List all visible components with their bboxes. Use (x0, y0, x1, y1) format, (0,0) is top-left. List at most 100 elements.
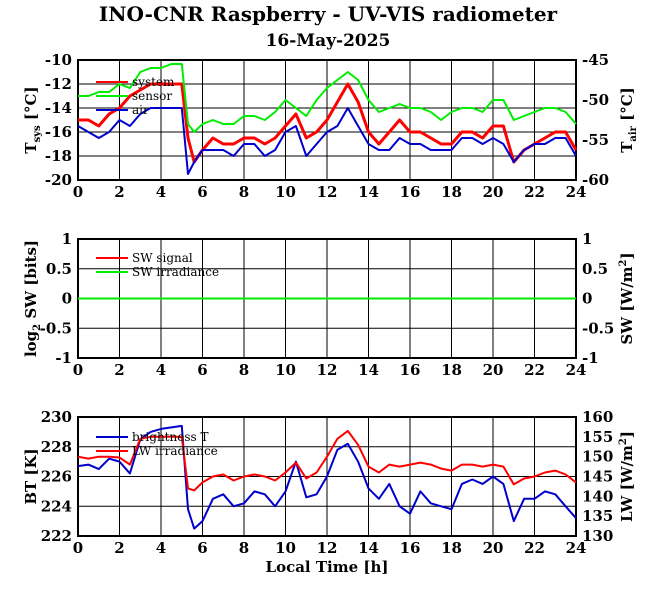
y-right-tick-label: -0.5 (582, 319, 614, 337)
y-left-tick-label: -1 (55, 349, 72, 367)
y-right-tick-label: 150 (582, 448, 613, 466)
y-left-axis-label: BT [K] (22, 448, 40, 504)
legend-label: SW signal (132, 251, 193, 265)
axis-label-sup: 2 (618, 438, 629, 445)
y-right-tick-label: 155 (582, 428, 613, 446)
y-right-tick-label: 130 (582, 527, 613, 545)
x-tick-label: 20 (483, 539, 504, 557)
x-tick-label: 20 (483, 183, 504, 201)
x-tick-label: 10 (275, 183, 296, 201)
y-right-axis-label: LW [W/m2] (618, 431, 636, 522)
x-tick-label: 22 (524, 539, 545, 557)
x-tick-label: 18 (441, 361, 462, 379)
y-right-tick-label: 0.5 (582, 260, 608, 278)
x-tick-label: 6 (197, 539, 207, 557)
axis-label-part: log (22, 330, 40, 357)
x-tick-label: 8 (239, 183, 249, 201)
axis-label-part: LW [W/m (618, 445, 636, 522)
y-left-tick-label: 230 (41, 408, 72, 426)
x-tick-label: 24 (566, 183, 587, 201)
y-left-tick-label: -20 (45, 171, 72, 189)
x-tick-label: 14 (358, 183, 379, 201)
series-line-air (77, 107, 577, 175)
axis-label-part: ] (618, 252, 636, 259)
x-axis-label: Local Time [h] (266, 558, 389, 576)
x-tick-label: 18 (441, 539, 462, 557)
y-left-axis-label: log2 SW [bits] (22, 240, 43, 357)
x-tick-label: 22 (524, 361, 545, 379)
x-tick-label: 6 (197, 183, 207, 201)
x-tick-label: 20 (483, 361, 504, 379)
y-left-tick-label: -18 (45, 147, 72, 165)
y-left-tick-label: 228 (41, 438, 72, 456)
figure-title: INO-CNR Raspberry - UV-VIS radiometer (99, 2, 558, 26)
x-tick-label: 16 (400, 361, 421, 379)
x-tick-label: 16 (400, 539, 421, 557)
x-tick-label: 0 (73, 539, 83, 557)
y-right-tick-label: 0 (582, 290, 592, 308)
series-line-sensor (78, 63, 577, 133)
y-right-tick-label: -45 (582, 51, 609, 69)
x-tick-label: 8 (239, 361, 249, 379)
y-right-tick-label: 160 (582, 408, 613, 426)
x-tick-label: 4 (156, 361, 166, 379)
x-tick-label: 12 (317, 183, 338, 201)
y-left-tick-label: 222 (41, 527, 72, 545)
x-tick-label: 0 (73, 183, 83, 201)
series-line-system (78, 82, 578, 164)
axis-label-part: [°C] (618, 87, 636, 126)
y-right-tick-label: 140 (582, 487, 613, 505)
legend-label: system (132, 75, 175, 89)
longwave-panel: 0 2 4 6 8 10 12 14 16 18 20 22 242302282262242221601… (22, 408, 636, 576)
axis-label-sub: air (628, 125, 639, 141)
y-right-tick-label: 145 (582, 468, 613, 486)
axis-label-part: SW [bits] (22, 240, 40, 324)
y-right-axis-label: SW [W/m2] (618, 252, 636, 344)
x-tick-label: 6 (197, 361, 207, 379)
axis-label-sup: 2 (618, 259, 629, 266)
axis-label-part: T (618, 141, 636, 153)
shortwave-panel: 0 2 4 6 8 10 12 14 16 18 20 22 2410.50-0.5-110.50-0.… (22, 230, 636, 379)
x-tick-label: 4 (156, 539, 166, 557)
x-tick-label: 2 (114, 539, 124, 557)
x-tick-label: 18 (441, 183, 462, 201)
series-line-lw-irradiance (77, 429, 577, 492)
x-tick-label: 22 (524, 183, 545, 201)
y-right-tick-label: 135 (582, 507, 613, 525)
legend-label: air (132, 103, 149, 117)
figure-date: 16-May-2025 (266, 31, 391, 51)
legend-label: sensor (132, 89, 172, 103)
y-left-tick-label: 0 (62, 290, 72, 308)
x-tick-label: 2 (114, 361, 124, 379)
x-tick-label: 0 (73, 361, 83, 379)
y-right-tick-label: -1 (582, 349, 599, 367)
y-left-tick-label: 1 (62, 230, 72, 248)
x-tick-label: 10 (275, 361, 296, 379)
axis-label-part: [°C] (22, 86, 40, 125)
legend-label: LW irradiance (132, 444, 218, 458)
x-tick-label: 8 (239, 539, 249, 557)
y-left-tick-label: -10 (45, 51, 72, 69)
y-right-tick-label: -55 (582, 131, 609, 149)
x-tick-label: 14 (358, 361, 379, 379)
temperature-panel: 0 2 4 6 8 10 12 14 16 18 20 22 24-10-12-14-16-18-20-… (22, 51, 639, 201)
axis-label-part: SW [W/m (618, 266, 636, 344)
axis-label-sub: sys (32, 125, 43, 142)
x-tick-label: 14 (358, 539, 379, 557)
x-tick-label: 12 (317, 361, 338, 379)
y-left-tick-label: 226 (41, 468, 72, 486)
y-left-tick-label: 224 (41, 497, 72, 515)
y-left-tick-label: -12 (45, 75, 72, 93)
legend-label: brightness T (132, 430, 208, 444)
x-tick-label: 2 (114, 183, 124, 201)
y-right-tick-label: -50 (582, 91, 609, 109)
x-tick-label: 24 (566, 539, 587, 557)
axis-label-part: ] (618, 431, 636, 438)
y-left-tick-label: -0.5 (40, 319, 72, 337)
x-tick-label: 16 (400, 183, 421, 201)
y-left-tick-label: -16 (45, 123, 72, 141)
plot-frame (77, 416, 577, 537)
y-left-tick-label: 0.5 (46, 260, 72, 278)
